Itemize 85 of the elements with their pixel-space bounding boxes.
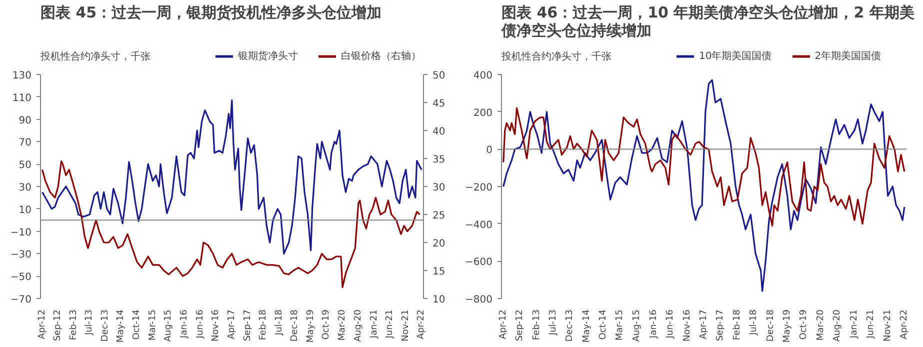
y-tick-label: 400: [473, 70, 493, 82]
y-tick-label: −200: [465, 182, 493, 194]
y-tick-label: 0: [486, 145, 493, 156]
x-tick-label: Nov-16: [211, 309, 222, 342]
legend-label: 10年期美国国债: [699, 50, 772, 63]
x-tick-label: Dec-13: [100, 309, 111, 342]
x-tick-label: Jan-21: [369, 309, 380, 340]
x-tick-label: Apr-12: [498, 309, 508, 340]
y-tick-label: −800: [465, 294, 493, 306]
x-tick-label: Nov-16: [682, 309, 692, 342]
x-tick-label: May-19: [306, 309, 316, 343]
x-tick-label: Jun-21: [384, 309, 395, 340]
x-tick-label: Dec-18: [290, 309, 300, 342]
y2-tick-label: 40: [432, 126, 446, 138]
x-tick-label: Jul-13: [548, 309, 558, 336]
y-tick-label: 200: [473, 108, 493, 119]
legend-label: 银期货净头寸: [238, 50, 298, 63]
x-tick-label: Apr-22: [899, 309, 910, 340]
x-tick-label: Feb-18: [732, 309, 742, 340]
x-tick-label: Feb-13: [69, 309, 80, 340]
x-tick-label: Jun-16: [195, 309, 206, 340]
x-tick-label: Apr-12: [37, 309, 48, 340]
y2-tick-label: 25: [432, 210, 446, 222]
x-tick-label: Mar-20: [816, 309, 826, 341]
x-tick-label: Jul-18: [274, 309, 284, 336]
y2-tick-label: 15: [432, 266, 446, 278]
x-tick-label: Jan-16: [648, 309, 659, 340]
y2-tick-label: 10: [432, 294, 446, 306]
y-tick-label: 70: [18, 138, 32, 149]
x-tick-label: Apr-17: [226, 309, 237, 340]
x-tick-label: Dec-13: [565, 309, 576, 342]
x-tick-label: Mar-20: [337, 309, 348, 341]
x-tick-label: Jun-21: [866, 309, 876, 340]
x-tick-label: May-14: [582, 309, 592, 343]
y2-tick-label: 45: [432, 98, 446, 110]
x-tick-label: Aug-15: [164, 309, 174, 342]
y-axis-title: 投机性合约净头寸，千张: [40, 50, 150, 62]
x-tick-label: Apr-22: [416, 309, 427, 340]
y-tick-label: 90: [18, 115, 32, 126]
y-tick-label: −10: [10, 227, 32, 238]
x-tick-label: Sep-12: [53, 309, 64, 342]
x-tick-label: Jul-18: [748, 309, 759, 336]
x-tick-label: Oct-14: [598, 309, 609, 340]
x-tick-label: May-14: [116, 309, 126, 343]
x-tick-label: Jan-21: [849, 309, 860, 340]
y-tick-label: −70: [10, 294, 32, 306]
y-tick-label: −400: [465, 220, 493, 231]
y-tick-label: 110: [12, 92, 32, 104]
x-tick-label: Jun-16: [666, 309, 676, 340]
y-tick-label: −50: [10, 272, 32, 284]
chart-title: 图表 46：过去一周，10 年期美债净空头仓位增加，2 年期美债净空头仓位持续增加: [500, 4, 914, 40]
x-tick-label: Mar-15: [615, 309, 626, 341]
x-tick-label: Mar-15: [148, 309, 158, 341]
x-tick-label: Aug-20: [353, 309, 364, 342]
y2-tick-label: 35: [432, 154, 446, 166]
x-tick-label: Oct-19: [322, 309, 332, 340]
y-axis-title: 投机性合约净头寸，千张: [500, 50, 612, 62]
y2-tick-label: 50: [432, 70, 446, 82]
x-tick-label: Apr-17: [698, 309, 709, 340]
x-tick-label: Jan-16: [180, 309, 190, 340]
x-tick-label: Jul-13: [84, 309, 95, 336]
legend-label: 2年期美国国债: [814, 50, 882, 63]
chart-title: 图表 45：过去一周，银期货投机性净多头仓位增加: [40, 4, 382, 22]
x-tick-label: Aug-20: [832, 309, 843, 342]
x-tick-label: Sep-17: [716, 309, 726, 342]
x-tick-label: Feb-13: [532, 309, 542, 340]
y-tick-label: 30: [18, 182, 32, 194]
y-tick-label: 50: [18, 160, 32, 172]
y2-tick-label: 20: [432, 238, 446, 250]
y-tick-label: −600: [465, 257, 493, 268]
x-tick-label: Feb-18: [258, 309, 269, 340]
legend-label: 白银价格（右轴）: [341, 50, 421, 63]
y-tick-label: −30: [10, 250, 32, 261]
x-tick-label: May-19: [782, 309, 792, 343]
x-tick-label: Oct-14: [132, 309, 142, 340]
x-tick-label: Aug-15: [632, 309, 642, 342]
x-tick-label: Oct-19: [799, 309, 810, 340]
x-tick-label: Sep-12: [515, 309, 526, 342]
x-tick-label: Sep-17: [242, 309, 253, 342]
y2-tick-label: 30: [432, 182, 446, 194]
x-tick-label: Nov-21: [882, 309, 893, 342]
x-tick-label: Dec-18: [766, 309, 776, 342]
x-tick-label: Nov-21: [400, 309, 411, 342]
y-tick-label: 10: [18, 204, 32, 216]
y-tick-label: 130: [12, 70, 32, 82]
